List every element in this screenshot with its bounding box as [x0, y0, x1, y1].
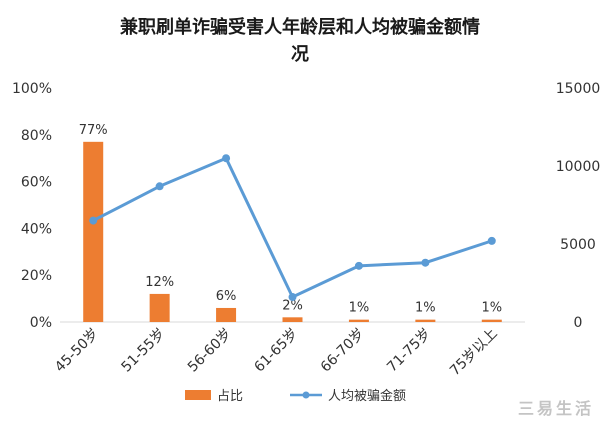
bar-data-label: 12% — [145, 275, 174, 290]
x-tick-label: 75岁以上 — [447, 326, 501, 380]
bar-data-label: 1% — [415, 301, 436, 316]
x-axis-ticks: 45-50岁 51-55岁 56-60岁 61-65岁 66-70岁 71-75岁 75岁以… — [52, 326, 501, 380]
left-tick-label: 60% — [21, 175, 52, 191]
line-point — [222, 154, 231, 163]
legend-swatch-marker — [302, 391, 310, 399]
bar — [348, 319, 369, 322]
bar-series — [83, 141, 502, 322]
bar — [83, 141, 104, 322]
line-point — [487, 236, 496, 245]
bar-data-label: 2% — [282, 298, 303, 313]
line-point — [354, 261, 363, 270]
right-tick-label: 15000 — [556, 81, 600, 97]
bar-data-label: 1% — [349, 301, 370, 316]
left-tick-label: 80% — [21, 128, 52, 144]
line-point — [89, 216, 98, 225]
right-tick-label: 5000 — [560, 237, 596, 253]
bar-data-label: 1% — [481, 301, 502, 316]
chart-title-line-1: 兼职刷单诈骗受害人年龄层和人均被骗金额情 — [120, 16, 480, 38]
legend-swatch-bar — [185, 390, 211, 400]
left-tick-label: 0% — [30, 315, 52, 331]
chart-title-line-2: 况 — [291, 44, 309, 65]
line-point — [421, 258, 430, 267]
x-tick-label: 56-60岁 — [185, 326, 235, 376]
left-tick-label: 40% — [21, 221, 52, 237]
right-axis-ticks: 0 5000 10000 15000 — [556, 81, 600, 331]
bar — [415, 319, 436, 322]
x-tick-label: 51-55岁 — [118, 326, 168, 376]
line-point — [288, 293, 297, 302]
bar — [149, 293, 170, 322]
bar-data-label: 6% — [216, 289, 237, 304]
bar-data-label: 77% — [79, 123, 108, 138]
x-tick-label: 61-65岁 — [251, 326, 301, 376]
right-tick-label: 0 — [574, 315, 583, 331]
bar — [216, 307, 237, 322]
left-tick-label: 100% — [12, 81, 52, 97]
watermark-text: 三易生活 — [518, 399, 594, 418]
left-tick-label: 20% — [21, 268, 52, 284]
legend-label-bar: 占比 — [217, 389, 243, 404]
left-axis-ticks: 0% 20% 40% 60% 80% 100% — [12, 81, 52, 331]
x-tick-label: 71-75岁 — [384, 326, 434, 376]
right-tick-label: 10000 — [556, 159, 600, 175]
legend-label-line: 人均被骗金额 — [328, 388, 406, 404]
x-tick-label: 66-70岁 — [318, 326, 368, 376]
bar — [282, 317, 303, 322]
bar — [481, 319, 502, 322]
legend: 占比 人均被骗金额 — [185, 388, 406, 404]
line-point — [155, 182, 164, 191]
line-series — [89, 154, 496, 302]
bar-data-labels: 77% 12% 6% 2% 1% 1% 1% — [79, 123, 502, 316]
x-tick-label: 45-50岁 — [52, 326, 102, 376]
